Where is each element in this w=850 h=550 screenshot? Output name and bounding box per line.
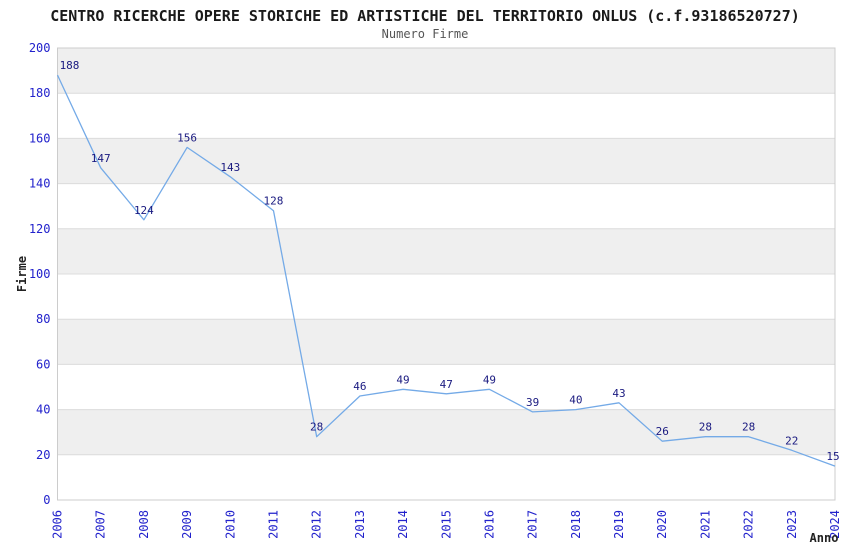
y-tick-label: 40 [36, 403, 50, 417]
data-label: 40 [569, 394, 582, 407]
data-label: 39 [526, 396, 539, 409]
plot-band [57, 228, 835, 274]
plot-border [57, 47, 836, 501]
data-label: 124 [134, 204, 154, 217]
plot-band [57, 48, 835, 94]
x-tick-label: 2024 [828, 510, 842, 539]
y-tick-label: 180 [29, 86, 51, 100]
x-tick-label: 2007 [94, 510, 108, 539]
data-label: 28 [742, 421, 755, 434]
y-axis-title: Firme [15, 256, 29, 292]
data-label: 49 [483, 373, 496, 386]
x-axis-title: Anno [810, 531, 839, 545]
x-tick-label: 2014 [396, 510, 410, 539]
plot-band [57, 138, 835, 184]
y-tick-label: 160 [29, 131, 51, 145]
y-tick-label: 0 [43, 493, 50, 507]
x-tick-label: 2020 [655, 510, 669, 539]
y-tick-label: 60 [36, 357, 50, 371]
data-label: 28 [310, 421, 323, 434]
series-line [56, 74, 836, 467]
x-tick-label: 2011 [266, 510, 280, 539]
data-label: 143 [220, 161, 240, 174]
x-tick-label: 2015 [439, 510, 453, 539]
data-label: 15 [826, 450, 839, 463]
y-tick-label: 100 [29, 267, 51, 281]
x-tick-label: 2009 [180, 510, 194, 539]
data-label: 47 [440, 378, 453, 391]
data-label: 156 [177, 131, 197, 144]
data-label: 22 [785, 434, 798, 447]
data-label: 43 [612, 387, 625, 400]
plot-band [57, 319, 835, 365]
x-tick-label: 2008 [137, 510, 151, 539]
x-tick-label: 2010 [223, 510, 237, 539]
data-label: 28 [699, 421, 712, 434]
data-label: 26 [656, 425, 669, 438]
data-label: 188 [60, 59, 80, 72]
y-tick-label: 140 [29, 177, 51, 191]
x-tick-label: 2023 [785, 510, 799, 539]
x-tick-label: 2022 [742, 510, 756, 539]
chart-subtitle: Numero Firme [381, 27, 469, 41]
x-tick-label: 2013 [353, 510, 367, 539]
y-tick-label: 200 [29, 41, 51, 55]
y-tick-label: 80 [36, 312, 50, 326]
x-tick-label: 2021 [698, 510, 712, 539]
x-tick-label: 2017 [526, 510, 540, 539]
x-tick-label: 2006 [51, 510, 65, 539]
y-tick-label: 20 [36, 448, 50, 462]
plot-band [57, 409, 835, 455]
data-label: 46 [353, 380, 366, 393]
data-label: 147 [91, 152, 111, 165]
data-label: 49 [396, 373, 409, 386]
y-tick-label: 120 [29, 222, 51, 236]
chart-title: CENTRO RICERCHE OPERE STORICHE ED ARTIST… [50, 7, 800, 25]
data-label: 128 [264, 195, 284, 208]
x-tick-label: 2019 [612, 510, 626, 539]
x-tick-label: 2016 [482, 510, 496, 539]
x-tick-label: 2018 [569, 510, 583, 539]
x-tick-label: 2012 [310, 510, 324, 539]
